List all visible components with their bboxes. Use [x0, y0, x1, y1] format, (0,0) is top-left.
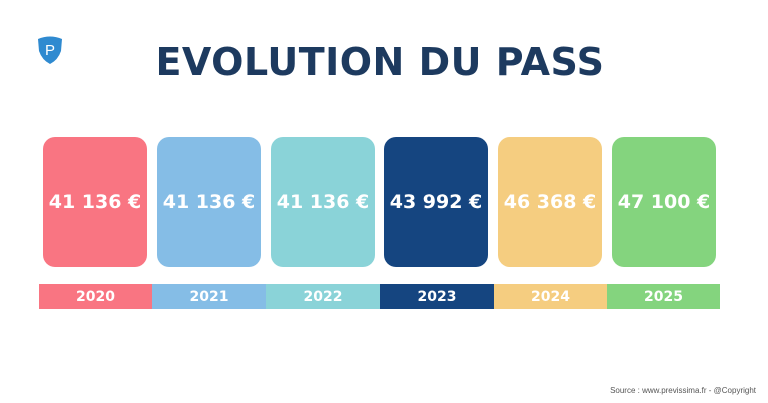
shield-logo-icon: P [38, 36, 62, 64]
year-label-2024: 2024 [494, 284, 607, 309]
year-label-2025: 2025 [607, 284, 720, 309]
year-label-2023: 2023 [380, 284, 494, 309]
year-label-2022: 2022 [266, 284, 380, 309]
value-card-2025: 47 100 € [612, 137, 716, 267]
logo-letter: P [45, 42, 55, 59]
page-title: EVOLUTION DU PASS [155, 40, 605, 84]
source-credit: Source : www.previssima.fr - @Copyright [610, 386, 756, 395]
year-label-2021: 2021 [152, 284, 266, 309]
value-card-2024: 46 368 € [498, 137, 602, 267]
year-label-2020: 2020 [39, 284, 152, 309]
value-card-2021: 41 136 € [157, 137, 261, 267]
value-card-2023: 43 992 € [384, 137, 488, 267]
value-card-2022: 41 136 € [271, 137, 375, 267]
value-card-2020: 41 136 € [43, 137, 147, 267]
